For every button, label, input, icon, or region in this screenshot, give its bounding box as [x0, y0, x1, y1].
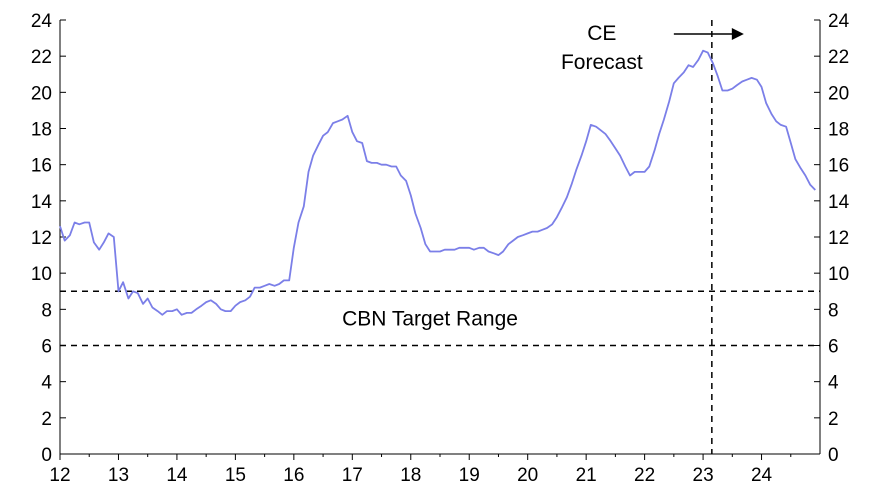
y-tick-label-right: 24	[828, 11, 850, 32]
x-tick-label: 12	[49, 465, 70, 486]
y-tick-label-right: 0	[828, 445, 839, 466]
y-tick-label-left: 18	[31, 120, 52, 141]
x-axis: 12 13 14 15 16 17 18 19 20 21 22 23 24	[49, 454, 792, 486]
y-tick-label-left: 10	[31, 264, 52, 285]
series-layer	[59, 49, 816, 316]
y-tick-label-left: 4	[41, 373, 52, 394]
y-tick-label-right: 6	[828, 337, 839, 358]
x-tick-label: 21	[576, 465, 597, 486]
annotations: CE Forecast CBN Target Range	[342, 22, 744, 330]
forecast-arrow-icon	[673, 28, 744, 40]
y-tick-label-left: 20	[31, 83, 52, 104]
y-tick-label-right: 16	[828, 156, 849, 177]
x-tick-label: 23	[693, 465, 714, 486]
plot-frame	[59, 20, 821, 455]
forecast-label-line2: Forecast	[561, 51, 643, 74]
y-tick-label-right: 10	[828, 264, 849, 285]
y-tick-label-right: 20	[828, 83, 849, 104]
reference-lines	[60, 20, 820, 454]
y-tick-label-right: 8	[828, 300, 839, 321]
y-tick-label-left: 12	[31, 228, 52, 249]
y-tick-label-right: 2	[828, 409, 839, 430]
y-tick-label-right: 12	[828, 228, 849, 249]
x-tick-label: 13	[108, 465, 129, 486]
y-tick-label-left: 2	[41, 409, 52, 430]
x-tick-label: 14	[166, 465, 188, 486]
y-tick-label-right: 4	[828, 373, 839, 394]
x-tick-label: 17	[342, 465, 363, 486]
inflation-series-line	[59, 49, 816, 316]
x-tick-label: 15	[225, 465, 246, 486]
x-tick-label: 19	[459, 465, 480, 486]
forecast-label-line1: CE	[587, 22, 616, 45]
y-tick-label-left: 0	[41, 445, 52, 466]
x-tick-label: 16	[283, 465, 304, 486]
y-tick-label-left: 8	[41, 300, 52, 321]
y-tick-label-right: 18	[828, 120, 849, 141]
y-tick-label-left: 16	[31, 156, 52, 177]
y-tick-label-right: 22	[828, 47, 849, 68]
x-tick-label: 24	[751, 465, 773, 486]
y-tick-label-left: 14	[31, 192, 53, 213]
x-tick-label: 22	[634, 465, 655, 486]
y-tick-label-left: 22	[31, 47, 52, 68]
y-tick-label-left: 6	[41, 337, 52, 358]
x-tick-label: 20	[517, 465, 538, 486]
x-tick-label: 18	[400, 465, 421, 486]
y-tick-label-right: 14	[828, 192, 850, 213]
y-tick-label-left: 24	[31, 11, 53, 32]
target-range-label: CBN Target Range	[342, 307, 518, 330]
